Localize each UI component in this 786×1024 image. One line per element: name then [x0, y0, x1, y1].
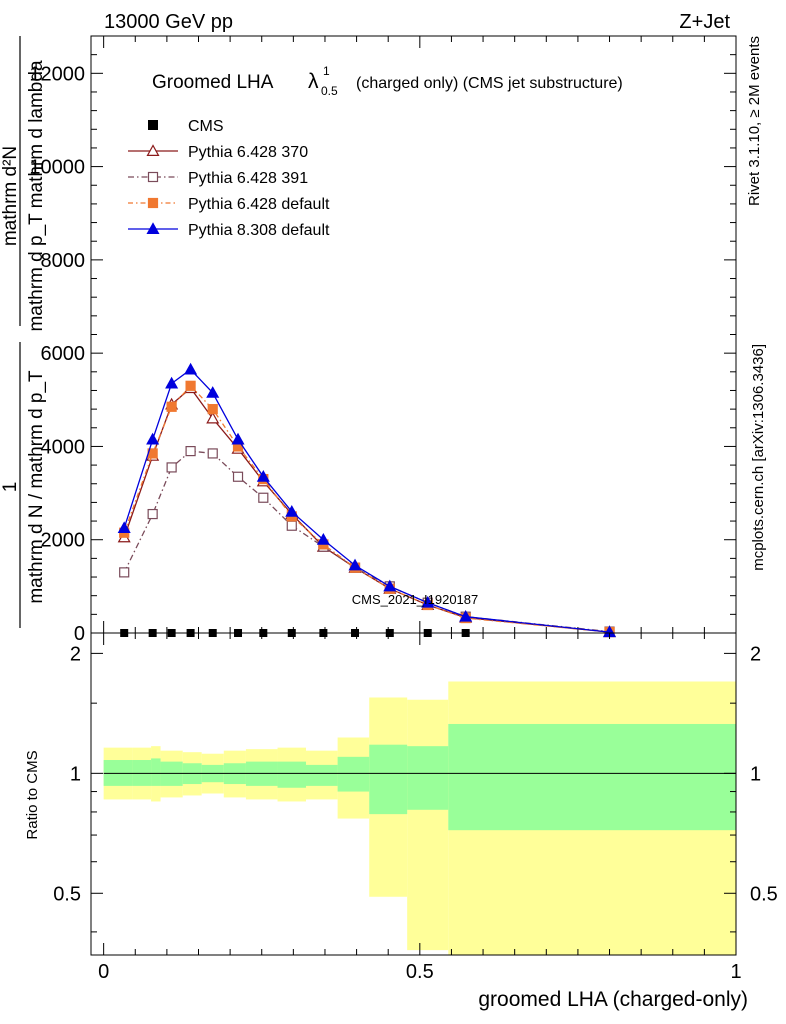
pythia-8-308-default-marker — [459, 609, 473, 622]
main-title: Groomed LHA λ 1 0.5 (charged only) (CMS … — [152, 64, 623, 98]
legend-item-pythia-6-428-default: Pythia 6.428 default — [128, 196, 330, 213]
pythia-8-308-default-marker — [165, 376, 179, 389]
pythia-6-428-391-marker — [207, 448, 218, 459]
ratio-stat-band — [337, 756, 370, 792]
title-lambda: λ — [308, 70, 319, 93]
ratio-xtick-label: 1 — [730, 961, 741, 983]
pythia-6-428-391-marker — [185, 446, 196, 457]
pythia-8-308-default-marker — [285, 504, 299, 517]
legend-swatch — [148, 120, 158, 130]
pythia-6-428-391-marker — [286, 520, 297, 531]
legend-item-pythia-8-308-default: Pythia 8.308 default — [128, 222, 330, 239]
ratio-stat-band — [407, 746, 449, 810]
series-pythia-8-308-default — [117, 362, 617, 638]
pythia-6-428-370-marker — [206, 411, 220, 424]
ylabel-denominator: mathrm d p_T mathrm d lambda — [26, 60, 47, 331]
pythia-8-308-default-marker — [231, 432, 245, 445]
main-ylabel: 1 mathrm d N / mathrm d p_T mathrm d²N m… — [0, 36, 47, 628]
legend-item-cms: CMS — [148, 118, 224, 135]
ratio-total-band — [407, 699, 449, 951]
header-energy: 13000 GeV pp — [104, 11, 233, 33]
main-ytick-label: 0 — [74, 623, 85, 645]
legend-item-pythia-6-428-370: Pythia 6.428 370 — [128, 144, 308, 161]
ylabel-numerator: mathrm d²N — [0, 146, 21, 246]
ratio-stat-band — [151, 758, 161, 786]
main-ytick-label: 10000 — [29, 157, 85, 179]
pythia-8-308-default-line — [123, 368, 610, 633]
main-ytick-label: 4000 — [41, 436, 86, 458]
ratio-frame — [90, 632, 737, 956]
header-process: Z+Jet — [679, 11, 730, 33]
pythia-8-308-default-marker — [146, 432, 160, 445]
ratio-stat-band — [448, 723, 736, 831]
legend: CMS Pythia 6.428 370 Pythia 6.428 391 Pythi… — [128, 118, 330, 239]
ratio-ytick-label: 1 — [70, 763, 81, 785]
series-pythia-6-428-391 — [119, 446, 615, 637]
pythia-6-428-default-marker — [185, 380, 196, 391]
pythia-6-428-default-marker — [207, 404, 218, 415]
ratio-xtick-label: 0 — [98, 961, 109, 983]
legend-label: Pythia 6.428 default — [188, 196, 330, 213]
pythia-8-308-default-marker — [316, 532, 330, 545]
ratio-xlabel: groomed LHA (charged-only) — [478, 988, 748, 1011]
main-panel: 0 2000 4000 6000 8000 10000 12000 CMS_2021_I19… — [0, 35, 737, 645]
pythia-8-308-default-marker — [383, 579, 397, 592]
ratio-stat-band — [306, 764, 338, 786]
title-sup: 1 — [323, 64, 330, 78]
title-sub: 0.5 — [321, 84, 338, 98]
pythia-6-428-391-marker — [119, 567, 130, 578]
pythia-6-428-391-marker — [258, 492, 269, 503]
ratio-ylabel: Ratio to CMS — [24, 750, 41, 839]
ratio-ytick-label: 2 — [70, 643, 81, 665]
legend-label: Pythia 8.308 default — [188, 222, 330, 239]
main-ytick-label: 12000 — [29, 63, 85, 85]
pythia-6-428-391-marker — [166, 462, 177, 473]
ylabel-left-denominator: mathrm d N / mathrm d p_T — [26, 370, 47, 604]
main-plot-area: 0 2000 4000 6000 8000 10000 12000 — [29, 35, 737, 645]
watermark: CMS_2021_I1920187 — [352, 592, 479, 607]
legend-label: CMS — [188, 118, 224, 135]
ylabel-left: 1 — [0, 482, 21, 493]
title-suffix: (charged only) (CMS jet substructure) — [356, 75, 623, 92]
ratio-ytick-label: 0.5 — [53, 883, 81, 905]
ratio-ytick-label-right: 1 — [750, 763, 761, 785]
ratio-xtick-label: 0.5 — [406, 961, 434, 983]
ratio-ytick-label-right: 0.5 — [750, 883, 778, 905]
ratio-ytick-label-right: 2 — [750, 643, 761, 665]
main-ytick-label: 8000 — [41, 250, 86, 272]
legend-marker — [146, 144, 160, 156]
pythia-6-428-default-marker — [166, 401, 177, 412]
pythia-8-308-default-marker — [184, 362, 198, 375]
ratio-stat-band — [369, 744, 408, 815]
legend-marker — [147, 171, 159, 183]
main-ytick-label: 6000 — [41, 343, 86, 365]
title-text: Groomed LHA — [152, 72, 274, 93]
pythia-6-428-391-marker — [232, 471, 244, 482]
ratio-stat-band — [277, 761, 306, 788]
legend-label: Pythia 6.428 391 — [188, 170, 308, 187]
legend-marker — [146, 222, 160, 234]
pythia-6-428-391-marker — [147, 508, 158, 520]
pythia-8-308-default-marker — [117, 521, 131, 534]
mcplots-label: mcplots.cern.ch [arXiv:1306.3436] — [750, 344, 767, 571]
main-ytick-label: 2000 — [41, 530, 86, 552]
legend-label: Pythia 6.428 370 — [188, 144, 308, 161]
legend-item-pythia-6-428-391: Pythia 6.428 391 — [128, 170, 308, 187]
pythia-8-308-default-marker — [348, 558, 362, 571]
pythia-8-308-default-marker — [256, 470, 270, 482]
ratio-panel: 0.5 0.5 1 1 2 2 0 0.5 1 Ratio to CMS groomed LHA… — [24, 632, 778, 1011]
pythia-8-308-default-marker — [421, 595, 435, 608]
rivet-label: Rivet 3.1.10, ≥ 2M events — [746, 36, 763, 206]
legend-marker — [147, 197, 159, 209]
ratio-plot-area: 0.5 0.5 1 1 2 2 0 0.5 1 — [53, 633, 778, 983]
pythia-8-308-default-marker — [206, 386, 220, 398]
